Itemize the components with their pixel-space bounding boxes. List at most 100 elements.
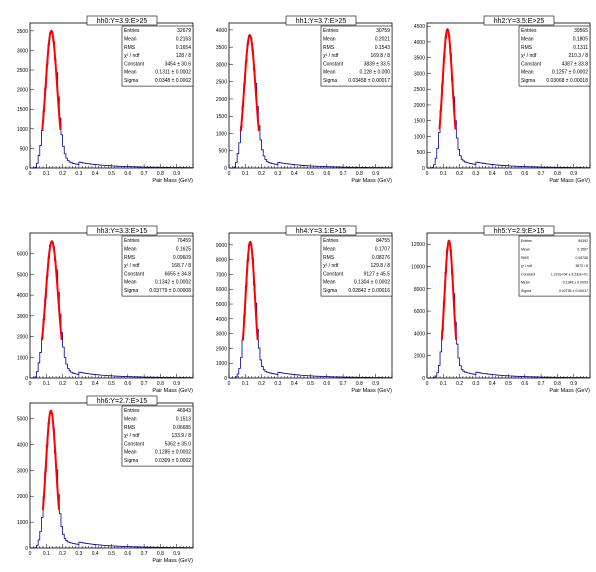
- stats-value: 0.0309 ± 0.0002: [155, 458, 191, 464]
- y-tick-label: 3000: [17, 314, 28, 320]
- fit-curve: [41, 29, 62, 130]
- stats-label: Sigma: [124, 78, 138, 84]
- stats-label: χ² / ndf: [124, 263, 140, 269]
- stats-value: 0.02735 ± 0.00017: [559, 289, 588, 293]
- histogram-series: [30, 240, 194, 379]
- y-tick-label: 6000: [17, 252, 28, 258]
- y-tick-label: 3500: [17, 29, 28, 35]
- title-box: [285, 225, 357, 236]
- stats-value: 0.02842 ± 0.00016: [348, 288, 390, 294]
- y-tick-label: 3000: [216, 62, 227, 68]
- histogram-series: [427, 240, 591, 379]
- y-tick-label: 4000: [216, 317, 227, 323]
- stats-label: χ² / ndf: [323, 53, 339, 59]
- y-tick-label: 500: [219, 149, 228, 155]
- stats-label: Entries: [124, 238, 140, 244]
- stats-label: Constant: [124, 271, 145, 277]
- x-tick-label: 0.1: [43, 171, 50, 177]
- y-tick-label: 0: [25, 546, 28, 552]
- y-tick-label: 4000: [17, 442, 28, 448]
- x-tick-label: 0.9: [173, 171, 180, 177]
- x-tick-label: 0.3: [274, 381, 281, 387]
- y-tick-label: 0: [422, 166, 425, 172]
- stats-label: Constant: [124, 61, 145, 67]
- stats-box: [518, 235, 591, 297]
- x-tick-label: 0.7: [340, 171, 347, 177]
- stats-label: Mean: [124, 70, 137, 76]
- title-box: [86, 225, 158, 236]
- stats-value: 39565: [574, 28, 588, 34]
- stats-value: 0.1304 ± 0.0002: [354, 280, 390, 286]
- y-tick-label: 2000: [17, 494, 28, 500]
- stats-value: 0.09609: [173, 255, 191, 261]
- x-tick-label: 0.5: [108, 171, 115, 177]
- stats-label: Sigma: [124, 458, 138, 464]
- x-tick-label: 0: [426, 381, 429, 387]
- chart-title: hh4:Y=3.1:E>15: [296, 228, 347, 235]
- stats-value: 0.1543: [375, 45, 391, 51]
- chart-title: hh2:Y=3.5:E>25: [494, 18, 545, 25]
- stats-label: RMS: [323, 255, 335, 261]
- stats-label: Constant: [521, 272, 535, 276]
- y-tick-label: 500: [20, 146, 29, 152]
- x-tick-label: 0.5: [505, 171, 512, 177]
- y-tick-label: 2000: [17, 88, 28, 94]
- x-tick-label: 0.6: [521, 381, 528, 387]
- x-tick-label: 0.1: [43, 551, 50, 557]
- histogram-series: [30, 411, 194, 549]
- y-tick-label: 6000: [414, 309, 425, 315]
- x-tick-label: 0.9: [173, 551, 180, 557]
- stats-label: Mean: [323, 37, 336, 43]
- stats-value: 0.03779 ± 0.00008: [149, 288, 191, 294]
- stats-box: [121, 405, 194, 467]
- x-tick-label: 0: [228, 381, 231, 387]
- y-tick-label: 1500: [216, 114, 227, 120]
- x-tick-label: 0.6: [124, 381, 131, 387]
- stats-label: χ² / ndf: [323, 263, 339, 269]
- x-axis-label: Pair Mass (GeV): [549, 388, 590, 394]
- stats-value: 129.8 / 8: [371, 263, 391, 269]
- x-tick-label: 0.1: [440, 381, 447, 387]
- x-axis-label: Pair Mass (GeV): [351, 178, 392, 184]
- stats-box: [121, 25, 194, 87]
- stats-value: 76459: [177, 238, 191, 244]
- stats-value: 84392: [578, 239, 588, 243]
- y-tick-label: 5000: [17, 272, 28, 278]
- y-tick-label: 8000: [216, 258, 227, 264]
- y-tick-label: 3000: [17, 468, 28, 474]
- stats-label: Mean: [521, 70, 534, 76]
- y-tick-label: 2500: [17, 68, 28, 74]
- stats-value: 46943: [177, 408, 191, 414]
- x-tick-label: 0.7: [141, 171, 148, 177]
- x-tick-label: 0.7: [141, 551, 148, 557]
- x-tick-label: 0.3: [75, 381, 82, 387]
- stats-label: χ² / ndf: [521, 53, 537, 59]
- x-tick-label: 0.6: [124, 171, 131, 177]
- y-tick-label: 1000: [17, 355, 28, 361]
- y-tick-label: 1500: [414, 119, 425, 125]
- y-tick-label: 3000: [17, 48, 28, 54]
- stats-value: 3572 / 8: [575, 264, 588, 268]
- y-tick-label: 8000: [414, 287, 425, 293]
- chart-title: hh0:Y=3.9:E>25: [97, 18, 148, 25]
- x-tick-label: 0.8: [157, 381, 164, 387]
- y-tick-label: 1000: [216, 361, 227, 367]
- stats-value: 0.1625: [176, 247, 192, 253]
- stats-label: Mean: [323, 70, 336, 76]
- title-box: [86, 15, 158, 26]
- title-box: [483, 15, 555, 26]
- stats-value: 210.3 / 8: [569, 53, 589, 59]
- y-tick-label: 1500: [17, 107, 28, 113]
- y-tick-label: 5000: [17, 417, 28, 423]
- y-tick-label: 2000: [216, 97, 227, 103]
- stats-value: 0.1513: [176, 417, 192, 423]
- y-tick-label: 2500: [216, 80, 227, 86]
- x-axis-label: Pair Mass (GeV): [351, 388, 392, 394]
- x-tick-label: 0.8: [157, 551, 164, 557]
- x-tick-label: 0.6: [521, 171, 528, 177]
- x-tick-label: 0.3: [274, 171, 281, 177]
- x-tick-label: 0.9: [372, 171, 379, 177]
- x-tick-label: 0.2: [258, 171, 265, 177]
- x-tick-label: 0.1: [242, 171, 249, 177]
